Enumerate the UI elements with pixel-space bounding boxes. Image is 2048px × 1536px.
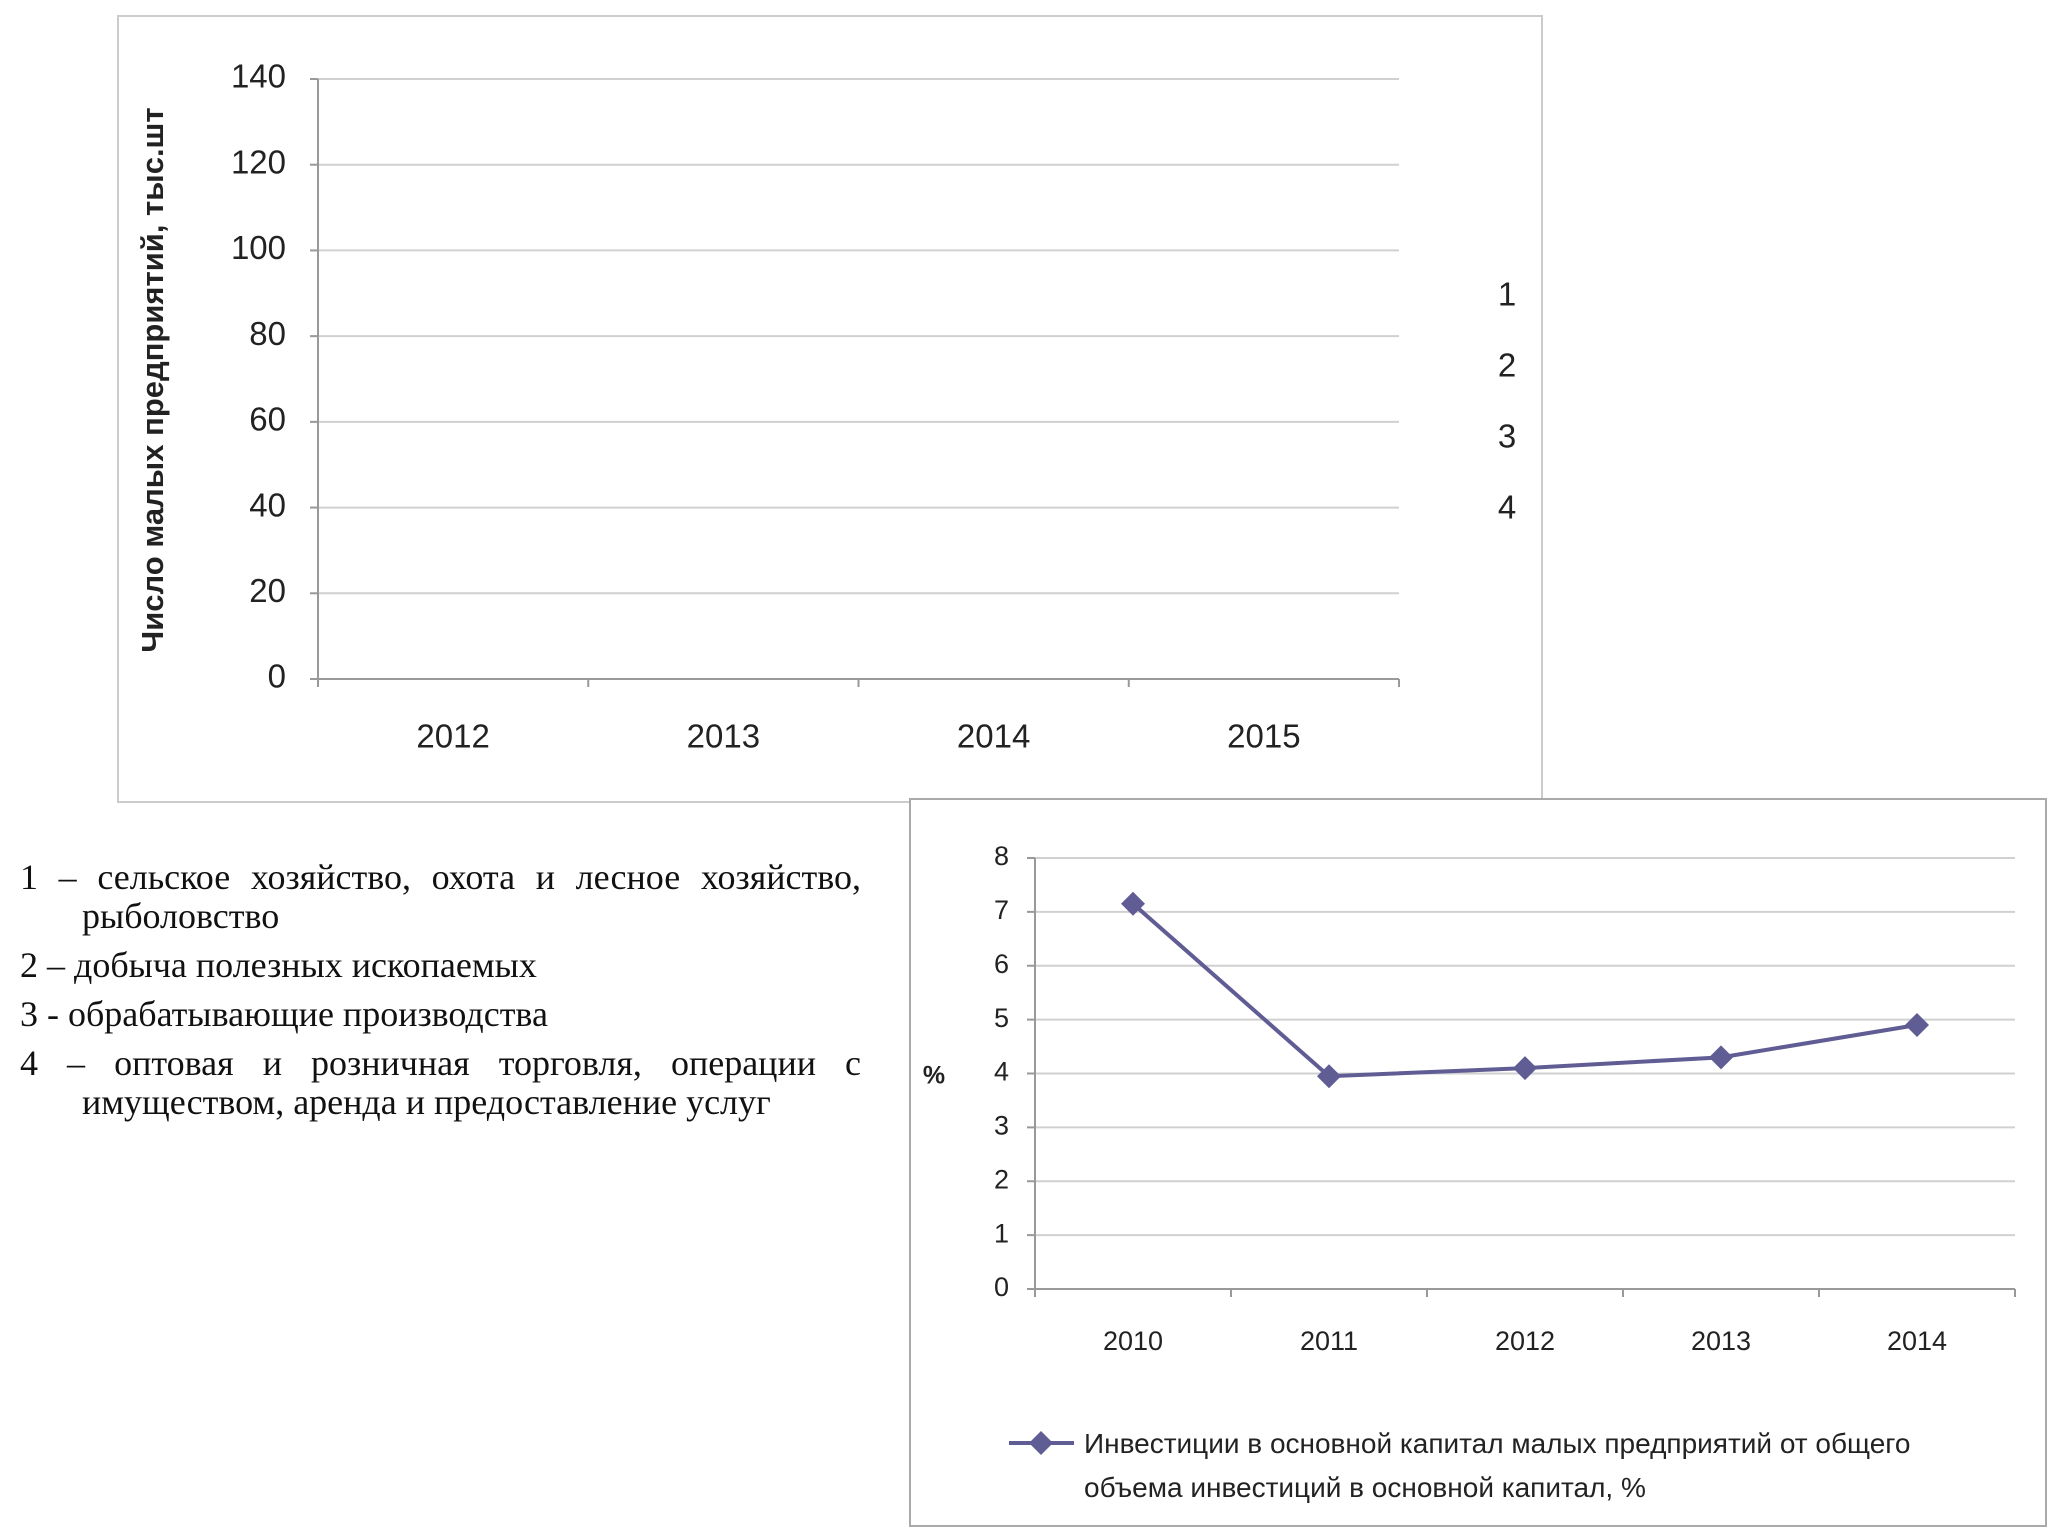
y-tick-label: 80 bbox=[249, 315, 286, 352]
chart-frame bbox=[117, 15, 1543, 803]
notes: 1 – сельское хозяйство, охота и лесное х… bbox=[20, 858, 861, 1132]
marker bbox=[1317, 1064, 1341, 1089]
note: 2 – добыча полезных ископаемых bbox=[20, 945, 537, 985]
x-tick-label: 2014 bbox=[1887, 1326, 1947, 1356]
y-tick-label: 140 bbox=[231, 58, 286, 95]
x-tick-label: 2012 bbox=[1495, 1326, 1555, 1356]
y-tick-label: 20 bbox=[249, 572, 286, 609]
marker bbox=[1709, 1045, 1733, 1070]
y-axis-label: % bbox=[923, 1062, 945, 1090]
y-tick-label: 8 bbox=[994, 841, 1009, 871]
note: 4 – оптовая и розничная торговля, операц… bbox=[20, 1043, 861, 1122]
marker bbox=[1121, 891, 1145, 916]
y-tick-label: 60 bbox=[249, 401, 286, 438]
x-tick-label: 2012 bbox=[416, 718, 489, 755]
y-tick-label: 1 bbox=[994, 1218, 1009, 1248]
y-tick-label: 40 bbox=[249, 486, 286, 523]
y-tick-label: 4 bbox=[994, 1057, 1009, 1087]
x-tick-label: 2011 bbox=[1300, 1326, 1358, 1356]
y-tick-label: 5 bbox=[994, 1003, 1009, 1033]
note: 1 – сельское хозяйство, охота и лесное х… bbox=[20, 857, 861, 936]
marker bbox=[1905, 1013, 1929, 1038]
legend-label: 3 bbox=[1498, 418, 1516, 455]
y-tick-label: 3 bbox=[994, 1111, 1009, 1141]
y-tick-label: 100 bbox=[231, 229, 286, 266]
legend-label: 1 bbox=[1498, 276, 1516, 313]
y-tick-label: 2 bbox=[994, 1164, 1009, 1194]
legend-label: 4 bbox=[1498, 489, 1516, 526]
x-tick-label: 2015 bbox=[1227, 718, 1300, 755]
y-axis-label: Число малых предприятий, тыс.шт bbox=[135, 107, 170, 652]
legend-marker bbox=[1029, 1431, 1053, 1455]
x-tick-label: 2013 bbox=[687, 718, 760, 755]
y-tick-label: 7 bbox=[994, 895, 1009, 925]
chart-frame bbox=[909, 798, 2047, 1527]
y-tick-label: 0 bbox=[268, 658, 286, 695]
note: 3 - обрабатывающие производства bbox=[20, 994, 548, 1034]
legend-label: 2 bbox=[1498, 347, 1516, 384]
legend-label: Инвестиции в основной капитал малых пред… bbox=[1084, 1428, 1911, 1503]
marker bbox=[1513, 1056, 1537, 1081]
x-tick-label: 2014 bbox=[957, 718, 1030, 755]
y-tick-label: 6 bbox=[994, 949, 1009, 979]
x-tick-label: 2013 bbox=[1691, 1326, 1751, 1356]
x-tick-label: 2010 bbox=[1103, 1326, 1163, 1356]
y-tick-label: 120 bbox=[231, 143, 286, 180]
y-tick-label: 0 bbox=[994, 1272, 1009, 1302]
